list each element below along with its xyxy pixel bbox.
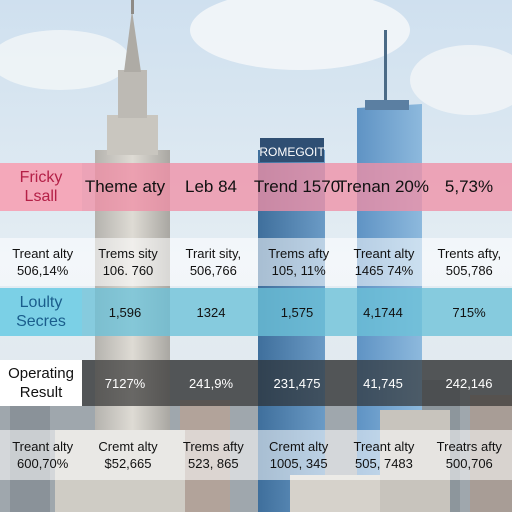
- header-cell: 5,73%: [444, 177, 494, 196]
- table-cell: Cremt alty 1005, 345: [256, 435, 341, 475]
- table-cell: 1324: [196, 304, 226, 320]
- cell-value: 106. 760: [102, 263, 154, 278]
- cell-value: 1005, 345: [269, 456, 328, 471]
- row-label-line: Secres: [16, 313, 66, 330]
- table-cell: 242,146: [445, 375, 493, 391]
- row-label-line: Lsall: [24, 188, 58, 205]
- header-cell: Leb 84: [185, 177, 237, 196]
- cell-value: 500,706: [445, 456, 493, 471]
- cell-label: Trems afty: [182, 439, 244, 454]
- cell-value: 506,766: [189, 263, 237, 278]
- cell-value: $52,665: [104, 456, 152, 471]
- header-cell: Theme aty: [84, 177, 166, 196]
- cell-label: Treatrs afty: [436, 439, 502, 454]
- table-row: 7127% 241,9% 231,475 41,745 242,146: [82, 363, 512, 403]
- row-label-line: Operating: [8, 365, 74, 382]
- row-label-line: Result: [19, 384, 63, 401]
- table-cell: 1,575: [280, 304, 314, 320]
- table-row: Treant alty 506,14% Trems sity 106. 760 Tr…: [0, 242, 512, 282]
- header-cell: Trend 1570: [253, 177, 341, 196]
- cell-label: Treant alty: [353, 246, 415, 261]
- cell-value: 506,14%: [17, 263, 69, 278]
- row-label-line: Fricky: [19, 169, 63, 186]
- cell-value: 523, 865: [188, 456, 239, 471]
- cell-label: Treant alty: [12, 439, 74, 454]
- cell-value: 600,70%: [17, 456, 69, 471]
- row-label-loyalty: Loulty Secres: [0, 288, 82, 336]
- table-cell: Treant alty 506,14%: [0, 242, 85, 282]
- table-cell: Trems afty 523, 865: [171, 435, 256, 475]
- cell-value: 1465 74%: [354, 263, 414, 278]
- cell-label: Trarit sity,: [185, 246, 242, 261]
- row-label-operating-result: Operating Result: [0, 360, 82, 406]
- table-cell: 231,475: [273, 375, 321, 391]
- row-label-line: Loulty: [19, 294, 63, 311]
- cell-label: Trems sity: [98, 246, 158, 261]
- table-cell: Trems afty 105, 11%: [256, 242, 341, 282]
- cell-label: Treant alty: [12, 246, 74, 261]
- cell-label: Treant alty: [353, 439, 415, 454]
- header-cell: Trenan 20%: [337, 177, 429, 196]
- cell-label: Cremt alty: [98, 439, 158, 454]
- row-label-header: Fricky Lsall: [0, 163, 82, 211]
- table-cell: 1,596: [108, 304, 142, 320]
- table-cell: Treant alty 505, 7483: [341, 435, 426, 475]
- cell-value: 505,786: [445, 263, 493, 278]
- table-cell: 241,9%: [188, 375, 234, 391]
- header-row: Theme aty Leb 84 Trend 1570 Trenan 20% 5…: [82, 167, 512, 207]
- cell-value: 105, 11%: [271, 263, 326, 278]
- table-cell: 7127%: [104, 375, 146, 391]
- table-cell: Treant alty 600,70%: [0, 435, 85, 475]
- table-cell: 41,745: [363, 375, 403, 391]
- table-cell: Trems sity 106. 760: [85, 242, 170, 282]
- table-cell: 715%: [452, 304, 486, 320]
- table-cell: 4,1744: [363, 304, 403, 320]
- table-cell: Cremt alty $52,665: [85, 435, 170, 475]
- table-cell: Trents afty, 505,786: [427, 242, 512, 282]
- table-cell: Treatrs afty 500,706: [427, 435, 512, 475]
- building-sign: ROMEGOIT: [259, 145, 325, 159]
- cell-label: Trents afty,: [437, 246, 502, 261]
- cell-label: Trems afty: [268, 246, 330, 261]
- table-row: 1,596 1324 1,575 4,1744 715%: [82, 292, 512, 332]
- table-cell: Trarit sity, 506,766: [171, 242, 256, 282]
- table-cell: Treant alty 1465 74%: [341, 242, 426, 282]
- cell-label: Cremt alty: [269, 439, 329, 454]
- table-row: Treant alty 600,70% Cremt alty $52,665 Tre…: [0, 435, 512, 475]
- cell-value: 505, 7483: [355, 456, 413, 471]
